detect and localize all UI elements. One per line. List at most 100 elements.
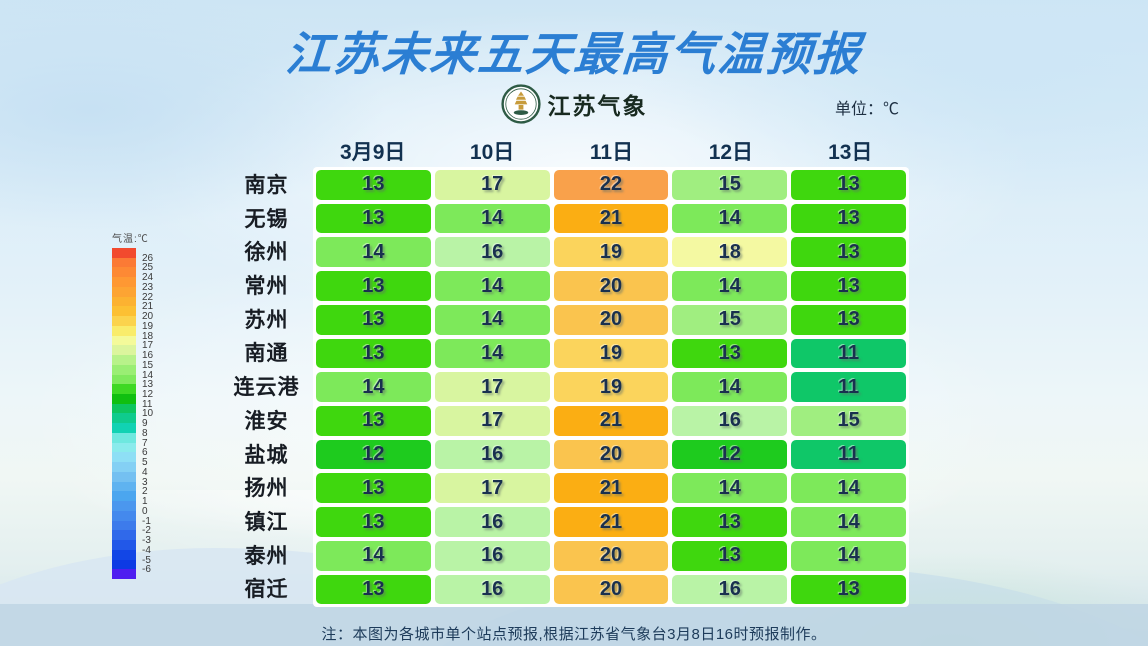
legend-swatch <box>112 510 136 521</box>
date-header: 10日 <box>469 140 515 164</box>
temperature-cell: 13 <box>791 271 906 301</box>
temperature-cell: 13 <box>791 304 906 335</box>
temperature-cell: 14 <box>672 372 788 403</box>
temperature-cell: 19 <box>553 338 669 369</box>
legend-swatch <box>112 325 136 336</box>
legend-band: 12 <box>112 384 153 400</box>
temperature-cell: 13 <box>316 271 431 301</box>
temperature-cell: 14 <box>791 540 906 571</box>
legend-band: 3 <box>112 471 149 488</box>
legend-swatch <box>112 471 136 482</box>
temperature-cell: 17 <box>434 406 550 436</box>
temperature-cell: 13 <box>316 507 431 537</box>
legend-tick-label: 10 <box>142 408 154 420</box>
city-label: 镇江 <box>244 511 289 535</box>
legend-swatch <box>112 345 136 356</box>
legend-tick-label: 9 <box>142 418 148 430</box>
temperature-cell: 16 <box>672 574 788 605</box>
temperature-cell: 16 <box>434 237 550 268</box>
legend-band: 6 <box>112 442 149 458</box>
legend-swatch <box>112 501 136 511</box>
temperature-cell: 18 <box>672 237 788 268</box>
temperature-cell: 15 <box>791 406 906 436</box>
legend-tick-label: 25 <box>142 262 154 274</box>
legend-band: 22 <box>112 286 153 303</box>
legend-tick-label: 26 <box>142 252 154 264</box>
temperature-cell: 13 <box>316 406 431 436</box>
legend-band: 0 <box>112 501 149 517</box>
legend-band: 23 <box>112 277 153 293</box>
temperature-cell: 17 <box>434 372 550 403</box>
legend-band: 16 <box>112 345 153 361</box>
legend-swatch <box>112 374 136 385</box>
temperature-cell: 14 <box>672 203 788 234</box>
temperature-cell: 13 <box>316 473 431 504</box>
legend-tick-label: 0 <box>142 505 148 517</box>
temperature-grid: 13 17 22 15 13 13 14 21 14 13 14 16 19 18 13 13 14 20 14 13… <box>313 167 909 608</box>
legend-swatch <box>112 462 136 472</box>
legend-tick-label: 21 <box>142 301 154 313</box>
legend-tick-label: 17 <box>142 340 154 352</box>
temperature-cell: 11 <box>791 439 906 470</box>
temperature-cell: 13 <box>316 574 431 605</box>
temperature-cell: 22 <box>553 170 669 200</box>
legend-swatch <box>112 432 136 443</box>
city-label: 盐城 <box>244 443 289 467</box>
temperature-cell: 13 <box>672 507 788 537</box>
legend-swatch <box>112 540 136 550</box>
page-title: 江苏未来五天最高气温预报 <box>283 28 864 80</box>
temperature-cell: 21 <box>553 473 669 504</box>
legend-title: 气温:℃ <box>112 234 149 245</box>
temperature-cell: 20 <box>553 439 669 470</box>
temperature-cell: 13 <box>791 170 906 200</box>
temperature-cell: 21 <box>553 203 669 234</box>
legend-tick-label: -6 <box>142 564 151 576</box>
legend-tick-label: 23 <box>142 281 154 293</box>
city-label: 苏州 <box>244 308 289 332</box>
legend-tick-label: 7 <box>142 437 148 449</box>
legend-band: 9 <box>112 413 149 429</box>
temperature-cell: 12 <box>316 439 431 470</box>
legend-tick-label: 1 <box>142 496 148 508</box>
legend-tick-label: 4 <box>142 466 148 478</box>
temperature-legend: 气温:℃ 26 25 24 23 22 21 20 19 18 17 16 15 14 13 12 11 10 9… <box>112 230 153 579</box>
temperature-cell: 17 <box>434 473 550 504</box>
temperature-cell: 14 <box>434 203 550 234</box>
legend-swatch <box>112 520 136 531</box>
temperature-cell: 11 <box>791 372 906 403</box>
legend-band: 1 <box>112 491 149 507</box>
legend-swatch <box>112 549 136 560</box>
legend-tick-label: -4 <box>142 544 151 556</box>
city-label: 泰州 <box>244 544 289 568</box>
legend-band: 4 <box>112 462 149 478</box>
legend-band: 5 <box>112 452 149 468</box>
city-column: 南京 无锡 徐州 常州 苏州 南通 连云港 淮安 盐城 扬州 镇江 泰州 宿迁 <box>220 167 313 605</box>
legend-swatch <box>112 403 136 414</box>
unit-label: 单位：℃ <box>835 101 900 118</box>
temperature-cell: 13 <box>791 237 906 268</box>
legend-swatch <box>112 335 136 346</box>
legend-swatch <box>112 481 136 492</box>
temperature-cell: 16 <box>434 574 550 605</box>
legend-swatch <box>112 257 136 268</box>
temperature-cell: 13 <box>791 574 906 605</box>
legend-swatch <box>112 394 136 404</box>
temperature-cell: 13 <box>791 203 906 234</box>
date-header: 13日 <box>828 140 873 164</box>
city-label: 宿迁 <box>244 578 289 602</box>
temperature-cell: 13 <box>672 338 788 369</box>
legend-band: -5 <box>112 549 151 566</box>
temperature-cell: 12 <box>672 439 788 470</box>
brand-lockup: 江苏气象 <box>0 84 1148 124</box>
legend-band: 18 <box>112 325 153 342</box>
temperature-cell: 20 <box>553 304 669 335</box>
legend-swatch <box>112 491 136 502</box>
legend-tick-label: -3 <box>142 535 151 547</box>
temperature-cell: 13 <box>316 170 431 200</box>
legend-band <box>112 569 149 579</box>
temperature-cell: 13 <box>316 304 431 335</box>
city-label: 无锡 <box>244 207 289 231</box>
legend-band: 19 <box>112 316 153 332</box>
legend-tick-label: 5 <box>142 457 148 469</box>
legend-tick-label: 24 <box>142 272 154 284</box>
